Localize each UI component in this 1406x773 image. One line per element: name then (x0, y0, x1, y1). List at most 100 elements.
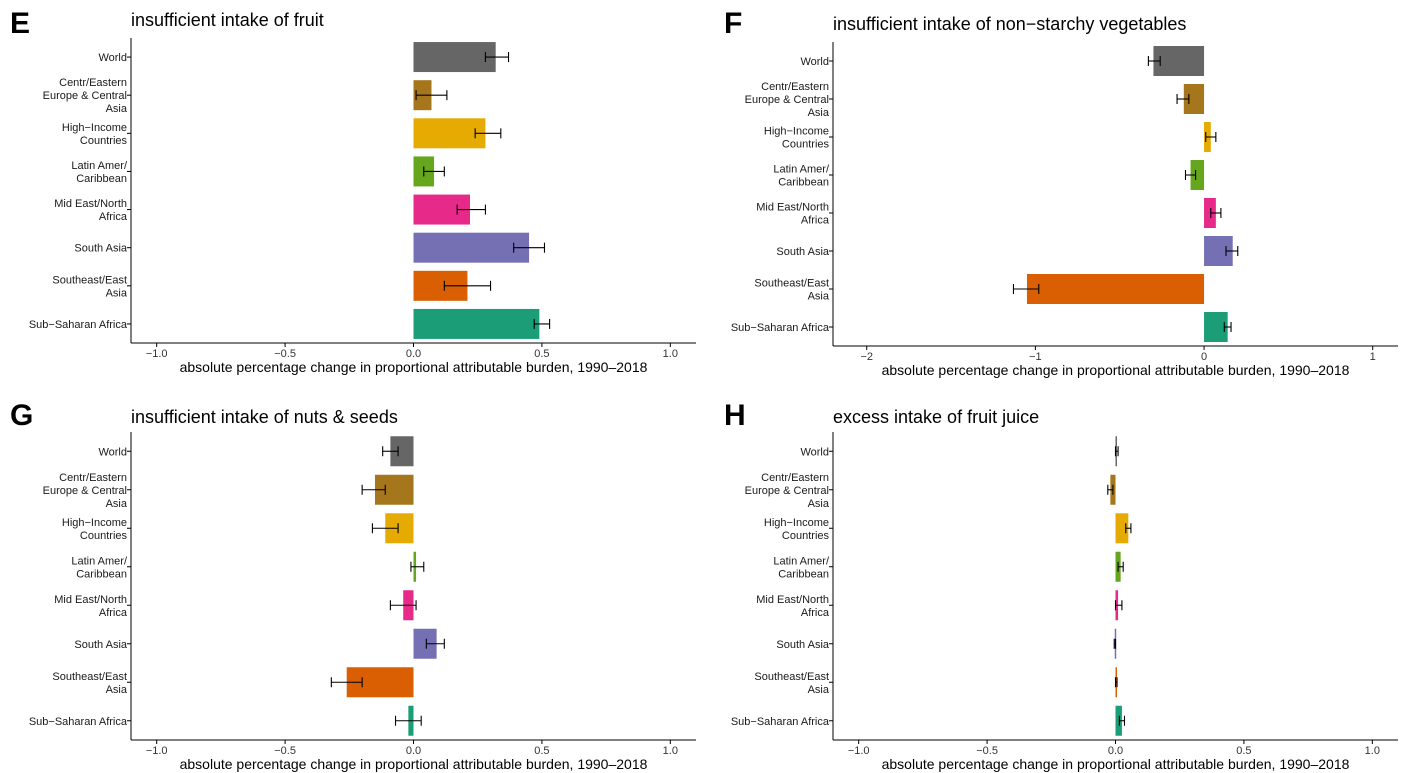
category-label-line: World (98, 446, 127, 458)
category-label-line: Asia (808, 291, 830, 303)
panel-letter: G (10, 399, 33, 432)
category-label-line: Sub−Saharan Africa (29, 319, 128, 331)
category-label-line: Asia (106, 287, 128, 299)
category-label: Sub−Saharan Africa (731, 322, 830, 334)
category-label-line: World (800, 56, 829, 68)
category-label: Southeast/East Asia (754, 671, 829, 696)
x-axis-title: absolute percentage change in proportion… (180, 756, 648, 772)
category-label: Sub−Saharan Africa (29, 319, 128, 331)
category-label: World (800, 446, 829, 458)
category-label-line: Sub−Saharan Africa (731, 716, 830, 728)
category-label: South Asia (74, 639, 127, 651)
x-tick-label: 0.5 (1236, 745, 1251, 757)
category-label: Sub−Saharan Africa (731, 716, 830, 728)
bar (413, 118, 486, 149)
x-tick-label: 0.5 (534, 745, 549, 757)
category-label-line: Caribbean (778, 177, 829, 189)
category-label-line: Centr/Eastern (59, 77, 127, 89)
panel-title: insufficient intake of non−starchy veget… (833, 14, 1186, 34)
category-label-line: High−Income (62, 122, 127, 134)
category-label-line: Mid East/North (756, 594, 829, 606)
x-tick-label: −1.0 (146, 745, 168, 757)
category-label-line: Southeast/East (754, 278, 829, 290)
category-label: World (98, 446, 127, 458)
category-label-line: Countries (80, 135, 128, 147)
category-label-line: Europe & Central (745, 94, 829, 106)
category-label-line: Asia (106, 498, 128, 510)
x-tick-label: 1.0 (663, 745, 678, 757)
x-tick-label: 0 (1201, 351, 1207, 363)
x-tick-label: −1.0 (848, 745, 870, 757)
category-label-line: Centr/Eastern (761, 81, 829, 93)
category-label-line: Countries (782, 139, 830, 151)
x-tick-label: −1 (1029, 351, 1042, 363)
category-label: Centr/Eastern Europe & Central Asia (43, 472, 128, 510)
x-tick-label: 0.5 (534, 348, 549, 360)
category-label: Centr/Eastern Europe & Central Asia (745, 472, 830, 510)
category-label-line: High−Income (62, 517, 127, 529)
bar (413, 308, 540, 339)
x-tick-label: 0.0 (406, 348, 421, 360)
category-label-line: Southeast/East (754, 671, 829, 683)
category-label: Latin Amer/Caribbean (71, 555, 128, 580)
category-label: High−Income Countries (764, 126, 830, 151)
category-label: Latin Amer/Caribbean (773, 555, 830, 580)
x-tick-label: 0.0 (1108, 745, 1123, 757)
category-label: Southeast/East Asia (754, 278, 829, 303)
panel-letter: E (10, 7, 30, 40)
category-label-line: South Asia (776, 246, 829, 258)
category-label-line: Europe & Central (43, 485, 127, 497)
bar (1204, 198, 1216, 228)
category-label-line: Latin Amer/ (773, 555, 830, 567)
category-label-line: Africa (801, 607, 830, 619)
category-label: Mid East/North Africa (756, 202, 830, 227)
category-label-line: Asia (808, 684, 830, 696)
category-label-line: Southeast/East (52, 671, 127, 683)
category-label-line: Asia (808, 107, 830, 119)
category-label-line: World (800, 446, 829, 458)
category-label-line: Countries (80, 530, 128, 542)
category-label-line: Africa (801, 215, 830, 227)
bar (1115, 513, 1129, 544)
category-label-line: Asia (106, 684, 128, 696)
category-label: World (98, 52, 127, 64)
category-label-line: South Asia (74, 639, 127, 651)
bar (1190, 160, 1205, 190)
category-label-line: Africa (99, 607, 128, 619)
bar (413, 42, 496, 73)
bar (1153, 46, 1205, 76)
x-tick-label: −0.5 (274, 348, 296, 360)
category-label: South Asia (776, 246, 829, 258)
category-label-line: Sub−Saharan Africa (731, 322, 830, 334)
category-label-line: Caribbean (76, 568, 127, 580)
category-label: Centr/Eastern Europe & Central Asia (43, 77, 128, 115)
panel-title: insufficient intake of nuts & seeds (131, 407, 398, 427)
category-label: High−Income Countries (62, 517, 128, 542)
category-label-line: Europe & Central (43, 90, 127, 102)
x-tick-label: −0.5 (976, 745, 998, 757)
category-label-line: Countries (782, 530, 830, 542)
category-label-line: Centr/Eastern (59, 472, 127, 484)
panel-title: excess intake of fruit juice (833, 407, 1039, 427)
panel-letter: F (724, 7, 742, 40)
category-label-line: Latin Amer/ (71, 160, 128, 172)
category-label-line: High−Income (764, 517, 829, 529)
x-tick-label: 1.0 (1365, 745, 1380, 757)
bar (1204, 312, 1228, 342)
category-label-line: South Asia (74, 243, 127, 255)
x-tick-label: −0.5 (274, 745, 296, 757)
category-label-line: Asia (106, 103, 128, 115)
category-label-line: Mid East/North (756, 202, 829, 214)
x-tick-label: 1.0 (663, 348, 678, 360)
x-axis-title: absolute percentage change in proportion… (180, 359, 648, 375)
x-tick-label: −1.0 (146, 348, 168, 360)
x-tick-label: −2 (860, 351, 873, 363)
category-label-line: Europe & Central (745, 485, 829, 497)
category-label-line: Latin Amer/ (71, 555, 128, 567)
category-label-line: Africa (99, 211, 128, 223)
